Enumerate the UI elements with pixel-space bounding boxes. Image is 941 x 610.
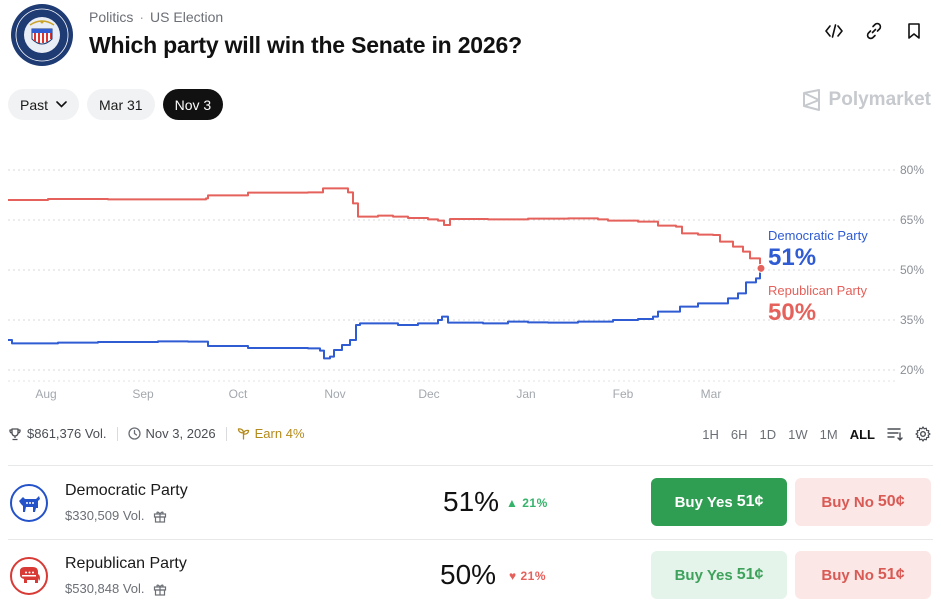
buy-no-price: 50¢ [877, 493, 905, 510]
header-actions [825, 22, 923, 40]
chart-legend-republican: Republican Party 50% [768, 283, 867, 327]
buy-yes-label: Buy Yes [674, 566, 733, 584]
y-tick-label: 20% [900, 363, 924, 377]
outcome-probability: 51% [443, 486, 500, 517]
breadcrumb: Politics · US Election [89, 9, 223, 25]
buy-no-button[interactable]: Buy No 51¢ [795, 551, 931, 599]
buy-no-label: Buy No [821, 493, 874, 511]
market-meta: $861,376 Vol. Nov 3, 2026 Earn 4% [8, 426, 305, 441]
copy-link-icon[interactable] [865, 22, 883, 40]
legend-rep-value: 50% [768, 299, 817, 326]
series-line-republican [8, 187, 761, 270]
buy-yes-button[interactable]: Buy Yes 51¢ [651, 478, 787, 526]
legend-dem-name: Democratic Party [768, 228, 868, 243]
buy-no-price: 51¢ [877, 566, 905, 583]
outcome-change-value: 21% [520, 569, 546, 583]
x-tick-label: Feb [613, 387, 634, 401]
buy-yes-label: Buy Yes [674, 493, 733, 511]
y-tick-label: 35% [900, 313, 924, 327]
sort-lines-icon[interactable] [887, 426, 903, 442]
outcome-name: Democratic Party [65, 482, 188, 499]
meta-divider [225, 426, 227, 441]
chart-legend-democratic: Democratic Party 51% [768, 228, 868, 272]
outcome-volume: $330,509 Vol. [65, 508, 167, 523]
embed-code-icon[interactable] [825, 22, 843, 40]
meta-divider [116, 426, 118, 441]
past-label: Past [20, 96, 49, 113]
outcome-volume: $530,848 Vol. [65, 581, 167, 596]
outcome-change: ♥ 21% [509, 569, 546, 583]
section-divider [8, 465, 933, 466]
past-dropdown[interactable]: Past [8, 89, 80, 120]
republican-elephant-icon [10, 557, 48, 595]
outcome-volume-text: $330,509 Vol. [65, 508, 145, 523]
outcome-change-value: 21% [522, 496, 548, 510]
date-pill-nov-3[interactable]: Nov 3 [162, 89, 224, 120]
sprout-icon [237, 428, 249, 440]
bookmark-icon[interactable] [905, 22, 923, 40]
range-all[interactable]: ALL [849, 426, 875, 442]
breadcrumb-separator: · [139, 9, 145, 25]
buy-no-button[interactable]: Buy No 50¢ [795, 478, 931, 526]
y-tick-label: 50% [900, 263, 924, 277]
y-tick-label: 80% [900, 163, 924, 177]
series-end-dot [756, 263, 766, 273]
x-tick-label: Nov [324, 387, 345, 401]
democratic-donkey-icon [10, 484, 48, 522]
range-1h[interactable]: 1H [702, 426, 719, 442]
x-tick-label: Sep [132, 387, 154, 401]
clock-icon [127, 427, 141, 440]
legend-rep-name: Republican Party [768, 283, 867, 298]
x-tick-label: Jan [516, 387, 535, 401]
outcome-probability: 50% [440, 559, 497, 590]
date-filter: Past Mar 31 Nov 3 [8, 89, 224, 120]
earn-rewards[interactable]: Earn 4% [237, 426, 305, 441]
x-tick-label: Aug [35, 387, 56, 401]
outcome-volume-text: $530,848 Vol. [65, 581, 145, 596]
total-volume: $861,376 Vol. [8, 426, 107, 441]
breadcrumb-subcategory[interactable]: US Election [150, 9, 224, 25]
outcome-name: Republican Party [65, 555, 187, 572]
row-divider [8, 539, 933, 540]
range-1w[interactable]: 1W [788, 426, 808, 442]
outcome-change: ▲ 21% [506, 496, 548, 510]
end-date-text: Nov 3, 2026 [145, 426, 216, 441]
range-6h[interactable]: 6H [730, 426, 748, 442]
x-tick-label: Dec [418, 387, 439, 401]
outcome-row-republican[interactable]: Republican Party $530,848 Vol. 50% ♥ 21%… [0, 540, 941, 610]
polymarket-logo-icon [802, 89, 820, 111]
buy-yes-price: 51¢ [736, 493, 764, 510]
buy-yes-price: 51¢ [736, 566, 764, 583]
settings-gear-icon[interactable] [915, 426, 931, 442]
x-tick-label: Mar [701, 387, 722, 401]
gift-icon[interactable] [153, 509, 167, 523]
series-line-democratic [8, 266, 761, 360]
buy-no-label: Buy No [821, 566, 874, 584]
range-1d[interactable]: 1D [759, 426, 777, 442]
range-1m[interactable]: 1M [819, 426, 838, 442]
earn-text: Earn 4% [254, 426, 305, 441]
brand-name: Polymarket [828, 89, 931, 110]
senate-seal-icon [11, 4, 73, 66]
gift-icon[interactable] [153, 582, 167, 596]
page-title: Which party will win the Senate in 2026? [89, 32, 522, 58]
market-header: Politics · US Election Which party will … [0, 0, 941, 80]
x-tick-label: Oct [229, 387, 248, 401]
date-pill-mar-31[interactable]: Mar 31 [87, 89, 155, 120]
price-history-chart: 80% 65% 50% 35% 20% Aug Sep Oct Nov Dec Jan Feb Mar [8, 163, 924, 401]
buy-yes-button[interactable]: Buy Yes 51¢ [651, 551, 787, 599]
y-tick-label: 65% [900, 213, 924, 227]
time-range-selector: 1H 6H 1D 1W 1M ALL [702, 426, 931, 442]
end-date: Nov 3, 2026 [127, 426, 216, 441]
outcome-row-democratic[interactable]: Democratic Party $330,509 Vol. 51% ▲ 21%… [0, 467, 941, 537]
trophy-icon [9, 427, 21, 440]
polymarket-watermark: Polymarket [801, 89, 931, 111]
chevron-down-icon [56, 101, 67, 108]
breadcrumb-category[interactable]: Politics [89, 9, 134, 25]
legend-dem-value: 51% [768, 244, 817, 271]
total-volume-text: $861,376 Vol. [27, 426, 107, 441]
